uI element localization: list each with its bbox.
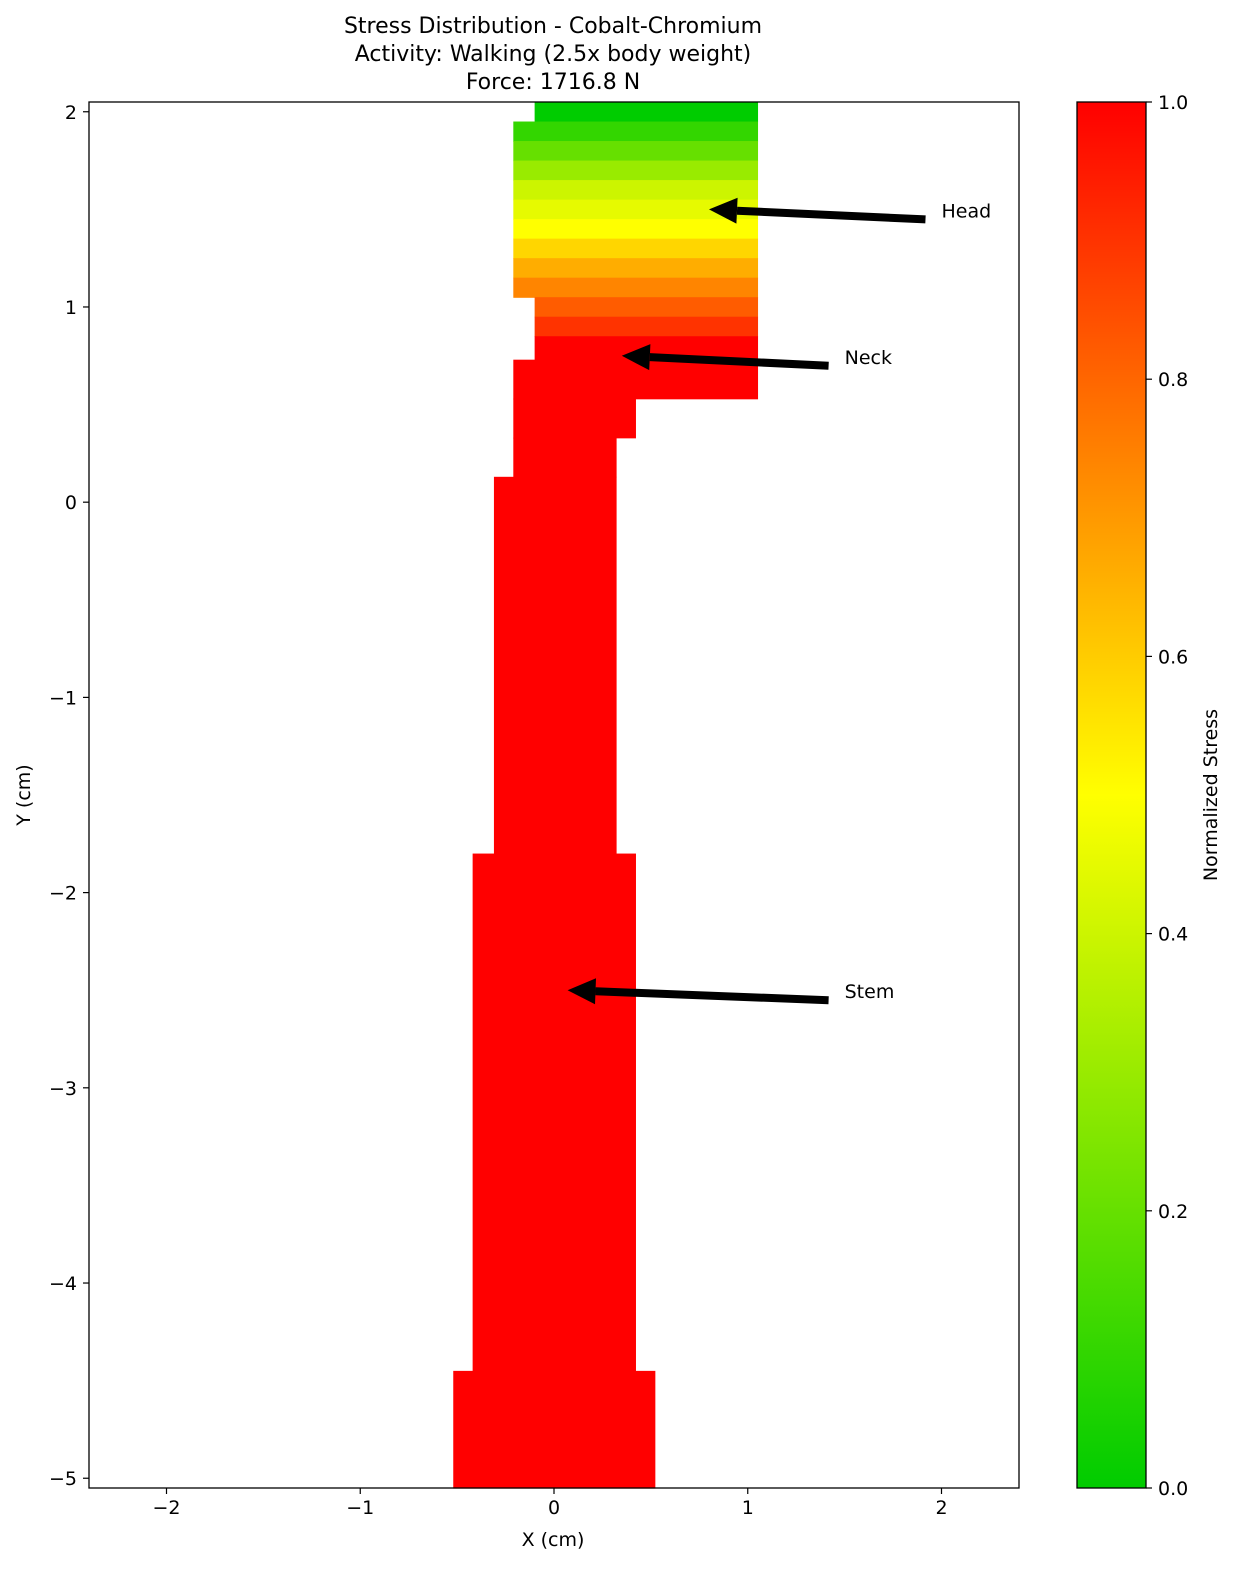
annotation-arrow-head: [709, 197, 738, 224]
stress-cell: [513, 219, 759, 240]
annotation-head: Head: [709, 197, 992, 224]
stress-cell: [513, 160, 759, 181]
annotation-neck: Neck: [621, 344, 892, 371]
stress-cell: [513, 258, 759, 279]
stress-cell: [513, 437, 617, 478]
stress-cell: [513, 199, 759, 220]
chart-title: Stress Distribution - Cobalt-Chromium Act…: [344, 14, 762, 95]
colorbar-tick-label: 1.0: [1158, 92, 1188, 114]
chart-title-line: Force: 1716.8 N: [466, 70, 640, 95]
y-tick-label: −5: [49, 1468, 77, 1490]
colorbar-gradient: [1076, 101, 1147, 1489]
stress-cell: [513, 141, 759, 162]
stress-cell: [534, 297, 759, 318]
stress-cell: [493, 476, 617, 855]
colorbar: 0.0 0.2 0.4 0.6 0.8 1.0 Normalized Stress: [1076, 92, 1222, 1500]
chart-title-line: Stress Distribution - Cobalt-Chromium: [344, 14, 762, 39]
y-tick-label: −1: [49, 687, 77, 709]
x-tick-label: 1: [742, 1497, 754, 1519]
annotation-arrow-head: [621, 344, 651, 371]
annotation-label: Neck: [845, 347, 892, 369]
y-axis-label: Y (cm): [13, 764, 35, 826]
stress-cell: [472, 853, 636, 1372]
colorbar-ticks: 0.0 0.2 0.4 0.6 0.8 1.0: [1146, 92, 1188, 1500]
annotations: Head Neck Stem: [567, 197, 992, 1005]
colorbar-label: Normalized Stress: [1200, 709, 1222, 881]
y-tick-label: −2: [49, 883, 77, 905]
annotation-stem: Stem: [567, 978, 895, 1005]
y-tick-label: −4: [49, 1273, 77, 1295]
stress-cell: [513, 398, 636, 439]
x-tick-label: 0: [548, 1497, 560, 1519]
stress-cell: [513, 277, 759, 298]
annotation-arrow-shaft: [649, 353, 829, 370]
x-tick-label: 2: [935, 1497, 947, 1519]
stress-cell: [513, 238, 759, 259]
annotation-label: Head: [942, 200, 992, 222]
chart-title-line: Activity: Walking (2.5x body weight): [355, 42, 752, 67]
colorbar-tick-label: 0.6: [1158, 646, 1188, 668]
stress-cell: [513, 121, 759, 142]
stress-cells: [453, 102, 759, 1489]
stress-cell: [534, 102, 759, 123]
y-tick-label: 2: [65, 102, 77, 124]
x-tick-label: −2: [152, 1497, 180, 1519]
colorbar-tick-label: 0.2: [1158, 1201, 1188, 1223]
colorbar-tick-label: 0.8: [1158, 369, 1188, 391]
y-tick-label: −3: [49, 1078, 77, 1100]
y-axis: 2 1 0 −1 −2 −3 −4 −5: [49, 102, 89, 1490]
stress-cell: [513, 180, 759, 201]
stress-cell: [453, 1370, 656, 1489]
stress-cell: [534, 316, 759, 337]
x-axis-label: X (cm): [522, 1529, 585, 1551]
annotation-label: Stem: [845, 981, 895, 1003]
x-axis: −2 −1 0 1 2: [152, 1488, 948, 1519]
colorbar-tick-label: 0.0: [1158, 1478, 1188, 1500]
colorbar-tick-label: 0.4: [1158, 924, 1188, 946]
x-tick-label: −1: [346, 1497, 374, 1519]
annotation-arrow-head: [567, 978, 596, 1005]
annotation-arrow-shaft: [595, 987, 829, 1005]
y-tick-label: 1: [65, 297, 77, 319]
y-tick-label: 0: [65, 492, 77, 514]
stress-cell: [513, 359, 536, 400]
annotation-arrow-shaft: [736, 206, 926, 224]
